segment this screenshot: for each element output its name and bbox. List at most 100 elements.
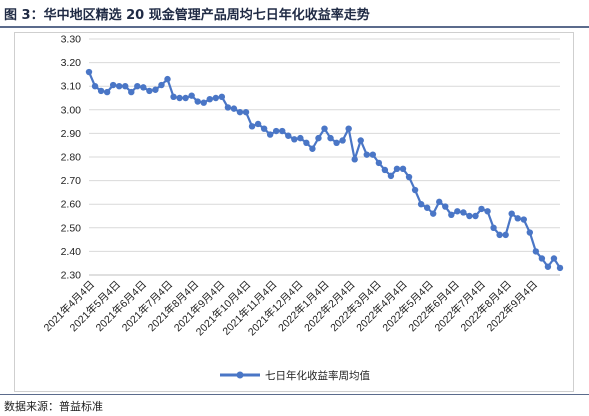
y-tick-label: 3.00 <box>61 104 82 116</box>
data-point <box>538 255 546 262</box>
data-point <box>375 159 383 167</box>
data-point <box>448 211 455 219</box>
y-tick-label: 2.90 <box>61 128 82 140</box>
source-rule <box>0 394 589 395</box>
data-point <box>429 210 437 217</box>
data-point <box>321 125 328 132</box>
data-point <box>369 151 377 158</box>
data-point <box>109 81 117 89</box>
data-point <box>254 120 262 128</box>
data-point <box>85 68 93 76</box>
data-point <box>103 88 111 96</box>
data-point <box>146 87 153 95</box>
data-point <box>236 108 244 116</box>
data-point <box>303 139 310 147</box>
line-chart: 3.30 3.20 3.10 3.00 2.90 2.80 2.70 2.60 2.50 2.40… <box>41 34 564 382</box>
data-point <box>224 104 232 111</box>
data-point <box>484 208 491 215</box>
data-point <box>508 210 515 217</box>
data-point <box>490 224 497 231</box>
data-point <box>393 165 401 172</box>
data-point <box>399 165 407 172</box>
data-point <box>188 92 195 99</box>
data-point <box>206 95 213 103</box>
data-point <box>411 186 419 194</box>
data-point <box>423 204 431 211</box>
series-group <box>85 68 564 272</box>
data-point <box>436 198 443 206</box>
data-point <box>248 123 256 130</box>
data-point <box>272 127 280 135</box>
data-point <box>333 139 340 147</box>
data-point <box>405 173 413 181</box>
data-point <box>297 134 304 142</box>
data-point <box>158 81 165 89</box>
data-point <box>339 137 346 144</box>
data-point <box>91 83 99 90</box>
legend-label: 七日年化收益率周均值 <box>265 369 370 382</box>
data-point <box>550 255 558 262</box>
data-point <box>182 94 189 102</box>
y-tick-label: 2.40 <box>61 246 82 258</box>
data-point <box>266 131 274 138</box>
y-tick-label: 2.80 <box>61 152 82 164</box>
data-point <box>134 83 141 90</box>
data-point <box>279 127 286 135</box>
figure-title: 图 3：华中地区精选 20 现金管理产品周均七日年化收益率走势 <box>4 8 370 23</box>
data-point <box>351 156 358 163</box>
data-point <box>152 86 159 93</box>
data-point <box>514 215 521 222</box>
data-point <box>212 94 220 102</box>
data-point <box>387 172 395 180</box>
y-tick-label: 2.70 <box>61 175 82 187</box>
data-point <box>502 231 509 239</box>
legend: 七日年化收益率周均值 <box>220 369 370 382</box>
data-point <box>291 136 298 143</box>
data-point <box>454 208 461 215</box>
data-point <box>544 263 552 270</box>
legend-marker <box>236 371 244 379</box>
data-point <box>460 209 467 216</box>
data-point <box>176 94 183 102</box>
data-point <box>526 229 534 236</box>
data-point <box>218 93 226 101</box>
x-axis: 2021年4月4日2021年5月4日2021年6月4日2021年7月4日2021… <box>41 274 560 338</box>
data-point <box>194 98 201 105</box>
y-tick-label: 2.50 <box>61 222 82 234</box>
data-point <box>472 212 479 220</box>
data-point <box>200 99 207 106</box>
data-point <box>285 132 292 139</box>
title-rule <box>0 26 589 28</box>
data-point <box>122 83 129 90</box>
data-point <box>532 248 540 255</box>
y-tick-label: 2.60 <box>61 199 82 211</box>
data-point <box>357 137 364 144</box>
data-point <box>115 83 123 90</box>
data-point <box>97 87 105 95</box>
data-point <box>520 216 527 223</box>
y-tick-label: 2.30 <box>61 270 82 282</box>
series-line <box>87 71 561 269</box>
source-note: 数据来源：普益标准 <box>4 400 103 413</box>
data-point <box>315 134 322 142</box>
data-point <box>170 93 177 101</box>
data-point <box>442 203 449 210</box>
data-point <box>466 212 473 220</box>
data-point <box>556 264 564 272</box>
data-point <box>140 84 147 91</box>
data-point <box>309 145 316 152</box>
data-point <box>417 201 425 208</box>
y-tick-label: 3.20 <box>61 57 82 69</box>
y-tick-label: 3.30 <box>61 34 82 46</box>
data-point <box>327 134 334 142</box>
data-point <box>478 205 485 213</box>
data-point <box>496 231 503 239</box>
y-axis: 3.30 3.20 3.10 3.00 2.90 2.80 2.70 2.60 2.50 2.40… <box>61 34 82 282</box>
data-point <box>345 125 352 132</box>
data-point <box>164 75 171 83</box>
data-point <box>381 166 389 174</box>
data-point <box>260 125 268 132</box>
data-point <box>242 108 250 116</box>
grid-lines <box>89 38 560 276</box>
